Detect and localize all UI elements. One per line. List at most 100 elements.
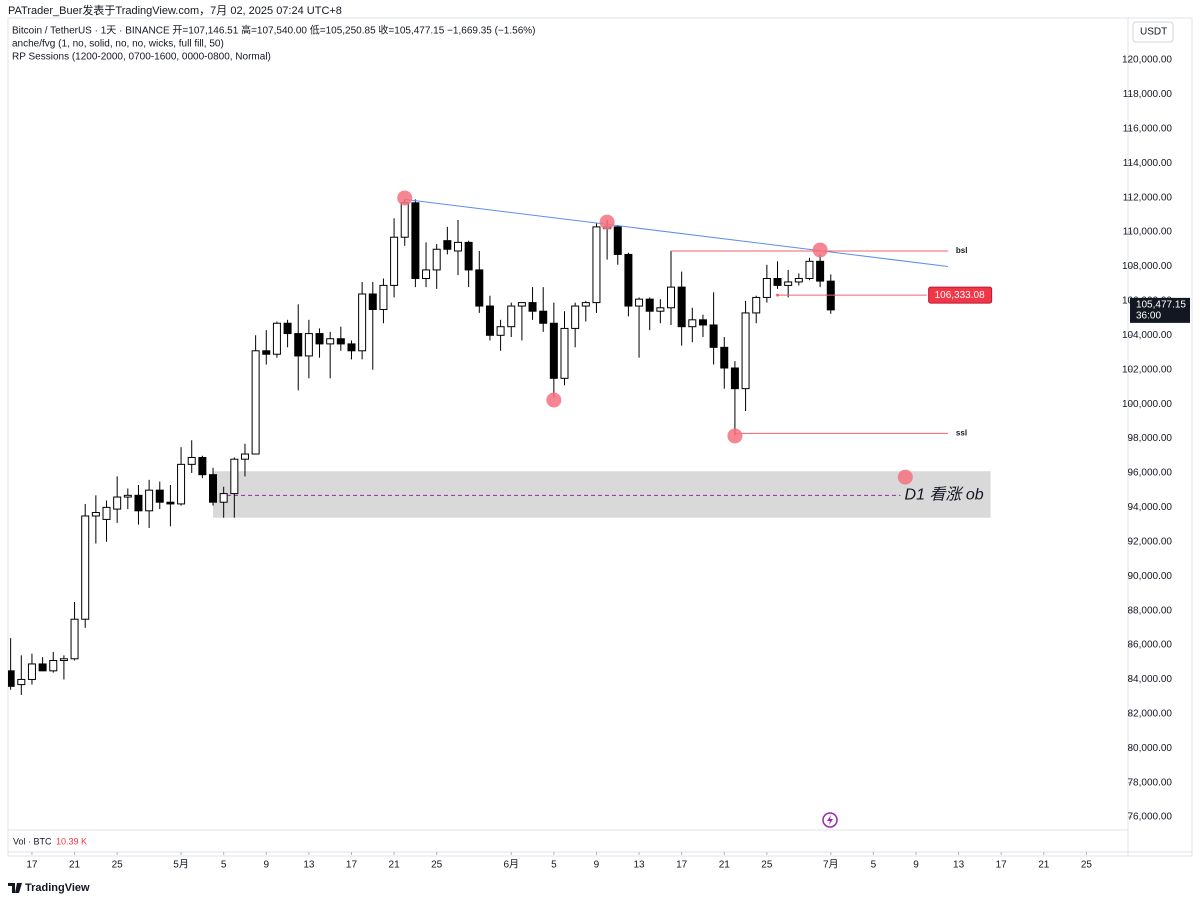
y-tick-label: 100,000.00 — [1122, 399, 1172, 410]
pivot-marker — [599, 214, 615, 230]
currency[interactable]: USDT — [1140, 27, 1167, 38]
x-tick-label: 7月 — [823, 859, 839, 871]
x-tick-label: 5 — [221, 860, 227, 871]
x-tick-label: 9 — [263, 860, 269, 871]
candle-body — [816, 260, 825, 282]
candle-body — [347, 343, 356, 352]
x-tick-label: 13 — [633, 860, 645, 871]
candle-body — [230, 458, 239, 495]
currency-box[interactable] — [1132, 21, 1174, 43]
candle-body — [464, 241, 473, 271]
candle-body — [262, 350, 271, 355]
y-tick-label: 94,000.00 — [1128, 502, 1173, 513]
candle-body — [784, 281, 793, 286]
candle-body — [209, 474, 218, 503]
zone-label: D1 看涨 ob — [905, 486, 984, 504]
candle-body — [102, 506, 111, 520]
icon-bolt[interactable] — [827, 815, 833, 825]
brand-logo[interactable] — [8, 883, 22, 893]
candle-body — [166, 501, 175, 505]
symbol-legend: Bitcoin / TetherUS · 1天 · BINANCE 开=107,… — [12, 24, 536, 37]
candle-body — [304, 333, 313, 357]
y-tick-label: 120,000.00 — [1122, 55, 1172, 66]
candle-body — [187, 456, 196, 465]
last-price-box — [1130, 297, 1190, 323]
candle-body — [805, 260, 814, 280]
level-anchor — [776, 293, 780, 297]
x-tick-label: 25 — [761, 860, 773, 871]
x-tick-label: 25 — [1081, 860, 1093, 871]
candle-body — [475, 269, 484, 307]
icon-ring[interactable] — [822, 812, 838, 828]
x-tick-label: 21 — [1038, 860, 1050, 871]
candle-body — [794, 278, 803, 283]
candle-body — [134, 494, 143, 512]
order-block-zone — [213, 471, 991, 518]
candle-body — [390, 236, 399, 286]
candle-body — [411, 202, 420, 280]
y-tick-label: 84,000.00 — [1128, 674, 1173, 685]
candle-body — [283, 322, 292, 335]
candle-body — [539, 310, 548, 324]
x-tick-label: 5月 — [173, 859, 189, 871]
x-tick-label: 17 — [996, 860, 1008, 871]
y-tick-label: 98,000.00 — [1128, 433, 1173, 444]
x-tick-label: 9 — [913, 860, 919, 871]
y-tick-label: 110,000.00 — [1123, 227, 1173, 238]
y-tick-label: 102,000.00 — [1122, 364, 1172, 375]
y-tick-label: 78,000.00 — [1128, 777, 1173, 788]
volume-value: 10.39 K — [56, 836, 87, 846]
candle-body — [49, 660, 58, 672]
y-tick-label: 116,000.00 — [1123, 123, 1173, 134]
candle-body — [571, 305, 580, 329]
x-tick-label: 17 — [676, 860, 688, 871]
replay-icon[interactable] — [822, 812, 838, 828]
candle-body — [517, 302, 526, 307]
y-tick-label: 90,000.00 — [1128, 571, 1173, 582]
candle-body — [358, 293, 367, 352]
x-tick-label: 5 — [871, 860, 877, 871]
indicator-legend: RP Sessions (1200-2000, 0700-1600, 0000-… — [12, 52, 271, 63]
y-tick-label: 108,000.00 — [1122, 261, 1172, 272]
candle-body — [720, 346, 729, 369]
candle-body — [730, 367, 739, 390]
brand[interactable]: TradingView — [25, 882, 90, 894]
candle-body — [294, 333, 303, 357]
attribution: PATrader_Buer发表于TradingView.com，7月 02, 2… — [8, 3, 342, 17]
level-price-label: 106,333.08 — [935, 290, 985, 301]
pivot-marker — [546, 392, 562, 408]
level-label: ssl — [956, 428, 967, 437]
candle-body — [507, 305, 516, 328]
candle-body — [496, 326, 505, 336]
x-tick-label: 17 — [26, 860, 38, 871]
candle-body — [81, 515, 90, 620]
candle-body — [667, 286, 676, 309]
candle-body — [613, 226, 622, 255]
candle-body — [443, 240, 452, 250]
candle-body — [773, 278, 782, 286]
candle-body — [741, 312, 750, 390]
x-tick-label: 6月 — [503, 859, 519, 871]
indicator-legend: anche/fvg (1, no, solid, no, no, wicks, … — [12, 39, 224, 50]
candle-body — [155, 489, 164, 503]
candle-body — [677, 286, 686, 328]
candle-body — [422, 269, 431, 280]
candle-body — [368, 293, 377, 310]
y-tick-label: 92,000.00 — [1128, 536, 1173, 547]
candle-body — [645, 298, 654, 312]
candle-body — [656, 307, 665, 312]
x-tick-label: 13 — [953, 860, 965, 871]
volume-label: Vol · BTC — [13, 836, 52, 846]
candle-body — [528, 302, 537, 312]
candle-body — [698, 319, 707, 326]
pivot-marker — [897, 469, 913, 485]
x-tick-label: 21 — [719, 860, 731, 871]
candle-body — [17, 678, 26, 686]
candle-body — [336, 338, 345, 345]
candle-body — [272, 322, 281, 355]
candle-body — [113, 496, 122, 510]
countdown: 36:00 — [1136, 311, 1161, 322]
plot — [8, 190, 991, 695]
candle-body — [635, 298, 644, 307]
